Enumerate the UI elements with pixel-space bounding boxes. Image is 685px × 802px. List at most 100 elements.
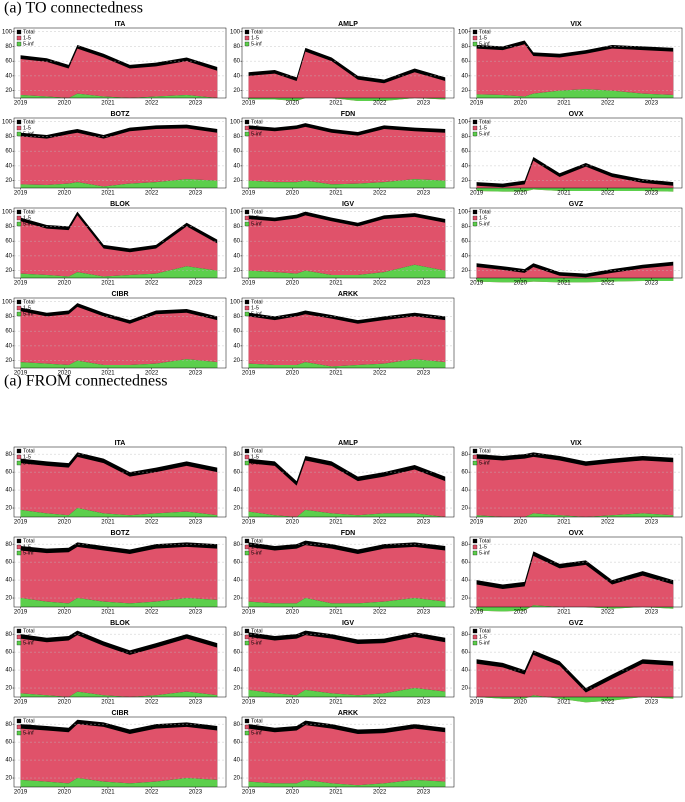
panel: VIX 20 40 60 80 100 2019 2020 2021 2022 2023 Total1… xyxy=(458,21,683,107)
panel-title: GVZ xyxy=(569,201,584,208)
x-tick-label: 2023 xyxy=(417,700,431,706)
y-tick-label: 20 xyxy=(233,358,240,364)
x-tick-label: 2020 xyxy=(286,700,300,706)
legend-label: 1-5 xyxy=(23,634,31,640)
legend-label: Total xyxy=(251,538,263,544)
panel-title: BLOK xyxy=(110,620,130,627)
legend-swatch xyxy=(16,550,22,556)
y-tick-label: 80 xyxy=(233,722,240,728)
section-heading: (a) TO connectedness xyxy=(4,0,143,17)
panel: CIBR 20 40 60 80 2019 2020 2021 2022 2023 Total1-5… xyxy=(5,710,227,796)
x-tick-label: 2020 xyxy=(514,101,528,107)
x-tick-label: 2019 xyxy=(14,790,28,796)
x-tick-label: 2023 xyxy=(645,101,659,107)
legend-label: Total xyxy=(251,119,263,125)
y-tick-label: 60 xyxy=(461,650,468,656)
y-tick-label: 60 xyxy=(461,149,468,155)
y-tick-label: 20 xyxy=(233,686,240,692)
y-tick-label: 100 xyxy=(2,119,13,125)
legend-swatch xyxy=(244,634,250,640)
plot-frame xyxy=(13,446,227,518)
y-tick-label: 80 xyxy=(233,314,240,320)
area-5-inf xyxy=(476,513,674,517)
legend-swatch xyxy=(16,730,22,736)
plot-frame xyxy=(241,117,455,189)
legend-label: 5-inf xyxy=(479,640,490,646)
panel-title: GVZ xyxy=(569,620,584,627)
x-tick-label: 2019 xyxy=(242,101,256,107)
panel-title: BLOK xyxy=(110,201,130,208)
y-tick-label: 40 xyxy=(233,163,240,169)
panel-title: OVX xyxy=(569,530,584,537)
legend-label: 5-inf xyxy=(251,131,262,137)
x-tick-label: 2021 xyxy=(101,101,115,107)
x-tick-label: 2021 xyxy=(557,281,571,287)
x-tick-label: 2019 xyxy=(470,700,484,706)
legend-label: 1-5 xyxy=(479,35,487,41)
x-tick-label: 2022 xyxy=(601,101,615,107)
legend-label: 1-5 xyxy=(23,305,31,311)
x-tick-label: 2020 xyxy=(58,520,72,526)
legend-label: 1-5 xyxy=(23,544,31,550)
y-tick-label: 40 xyxy=(233,253,240,259)
area-5-inf xyxy=(248,688,446,697)
legend-swatch xyxy=(472,119,478,125)
legend-label: 5-inf xyxy=(251,550,262,556)
x-tick-label: 2020 xyxy=(286,610,300,616)
x-tick-label: 2022 xyxy=(373,101,387,107)
legend-swatch xyxy=(16,628,22,634)
y-tick-label: 60 xyxy=(233,239,240,245)
section-heading: (a) FROM connectedness xyxy=(4,373,168,390)
x-tick-label: 2022 xyxy=(145,191,159,197)
y-tick-label: 80 xyxy=(233,44,240,50)
plot-frame xyxy=(241,716,455,788)
legend-swatch xyxy=(472,628,478,634)
x-tick-label: 2021 xyxy=(329,700,343,706)
legend-label: 1-5 xyxy=(479,544,487,550)
x-tick-label: 2020 xyxy=(286,371,300,377)
legend-swatch xyxy=(16,305,22,311)
y-tick-label: 40 xyxy=(461,578,468,584)
y-tick-label: 80 xyxy=(233,224,240,230)
area-1-5 xyxy=(248,545,446,604)
legend-label: 1-5 xyxy=(479,634,487,640)
x-tick-label: 2019 xyxy=(242,191,256,197)
legend-swatch xyxy=(16,221,22,227)
x-tick-label: 2023 xyxy=(417,790,431,796)
x-tick-label: 2020 xyxy=(514,191,528,197)
y-tick-label: 80 xyxy=(5,134,12,140)
y-tick-label: 20 xyxy=(233,776,240,782)
y-tick-label: 60 xyxy=(5,470,12,476)
y-tick-label: 100 xyxy=(2,29,13,35)
legend-swatch xyxy=(244,460,250,466)
y-tick-label: 20 xyxy=(461,178,468,184)
legend-label: 1-5 xyxy=(479,454,487,460)
legend-swatch xyxy=(244,299,250,305)
x-tick-label: 2023 xyxy=(189,700,203,706)
legend-swatch xyxy=(472,538,478,544)
legend-swatch xyxy=(16,640,22,646)
x-tick-label: 2023 xyxy=(189,520,203,526)
y-tick-label: 100 xyxy=(2,299,13,305)
y-tick-label: 20 xyxy=(5,506,12,512)
legend-swatch xyxy=(16,41,22,47)
x-tick-label: 2021 xyxy=(101,281,115,287)
x-tick-label: 2021 xyxy=(329,610,343,616)
legend-swatch xyxy=(16,209,22,215)
x-tick-label: 2021 xyxy=(329,101,343,107)
legend-swatch xyxy=(244,628,250,634)
x-tick-label: 2021 xyxy=(329,520,343,526)
panel: ARKK 20 40 60 80 2019 2020 2021 2022 2023 Total1-5… xyxy=(233,710,455,796)
y-tick-label: 20 xyxy=(5,178,12,184)
area-5-inf xyxy=(20,359,218,368)
legend-swatch xyxy=(244,550,250,556)
area-1-5 xyxy=(476,160,674,192)
legend-swatch xyxy=(472,35,478,41)
plot-frame xyxy=(469,207,683,279)
plot-frame xyxy=(241,207,455,279)
x-tick-label: 2021 xyxy=(557,610,571,616)
panel: OVX 20 40 60 80 100 2019 2020 2021 2022 2023 Total1… xyxy=(458,111,683,197)
panel-title: IGV xyxy=(342,620,354,627)
x-tick-label: 2023 xyxy=(645,700,659,706)
area-5-inf xyxy=(20,508,218,517)
